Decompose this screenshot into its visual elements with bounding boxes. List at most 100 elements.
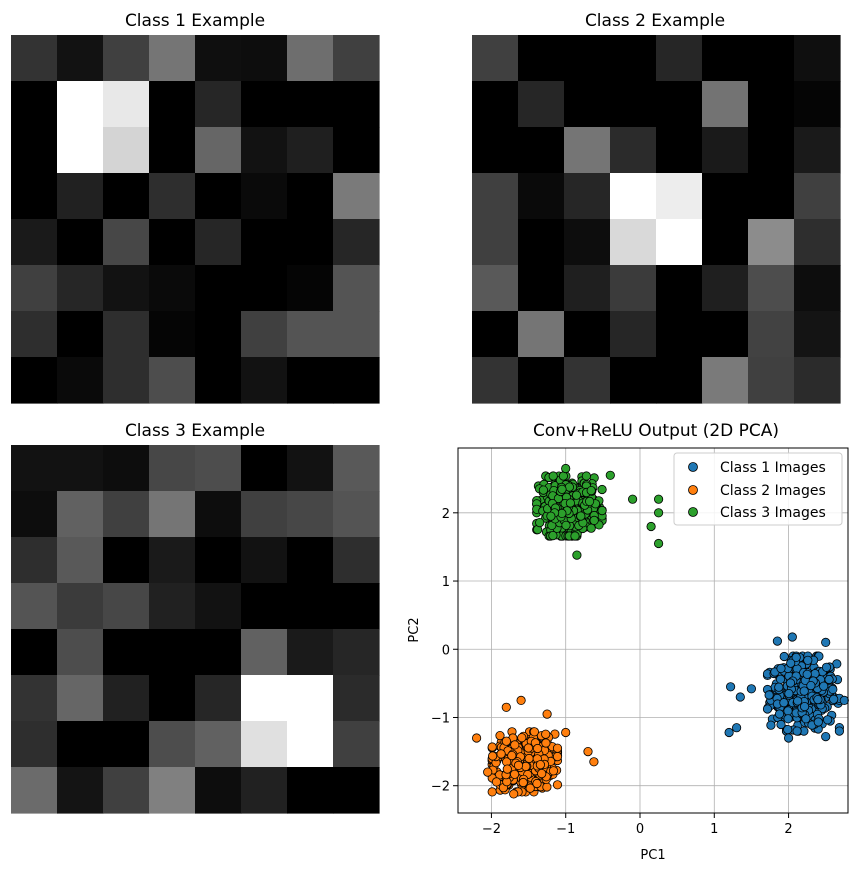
heatmap-1-cell bbox=[11, 81, 58, 128]
heatmap-3-cell bbox=[195, 767, 242, 814]
heatmap-class-1 bbox=[11, 35, 380, 404]
point-series-2 bbox=[529, 727, 540, 737]
heatmap-3-cell bbox=[57, 445, 104, 492]
heatmap-2-cell bbox=[794, 219, 841, 266]
heatmap-1-cell bbox=[57, 265, 104, 312]
heatmap-2-title: Class 2 Example bbox=[585, 11, 725, 31]
point-series-3 bbox=[571, 490, 582, 500]
heatmap-3-cell bbox=[195, 629, 242, 676]
point-series-3 bbox=[605, 470, 615, 480]
y-tick-label: −1 bbox=[431, 711, 450, 726]
point-series-1 bbox=[731, 723, 742, 733]
heatmap-2-cell bbox=[472, 35, 519, 82]
heatmap-2-cell bbox=[748, 311, 795, 358]
point-series-1 bbox=[791, 652, 801, 663]
heatmap-3-cell bbox=[103, 537, 150, 584]
heatmap-2-cell bbox=[794, 35, 841, 82]
point-series-3 bbox=[653, 538, 664, 549]
scatter-title: Conv+ReLU Output (2D PCA) bbox=[533, 421, 779, 441]
point-series-2 bbox=[513, 760, 524, 771]
heatmap-1-cell bbox=[57, 81, 104, 128]
heatmap-2-cell bbox=[610, 311, 657, 358]
plot-frame bbox=[457, 447, 849, 814]
heatmap-2-cell bbox=[794, 127, 841, 174]
point-series-1 bbox=[783, 706, 793, 716]
legend-label-class-1: Class 1 Images bbox=[720, 460, 826, 476]
point-series-2 bbox=[589, 757, 599, 767]
heatmap-2-cell bbox=[564, 357, 611, 404]
point-series-3 bbox=[548, 471, 558, 481]
point-series-1 bbox=[793, 696, 803, 706]
heatmap-3-cell bbox=[333, 445, 380, 492]
heatmap-2-cell bbox=[564, 311, 611, 358]
heatmap-1-cell bbox=[241, 357, 288, 404]
heatmap-1-cell bbox=[333, 219, 380, 266]
heatmap-3-cell bbox=[103, 583, 150, 630]
heatmap-3-cell bbox=[149, 537, 196, 584]
point-series-2 bbox=[487, 751, 498, 761]
heatmap-3-cell bbox=[57, 491, 104, 538]
point-series-1 bbox=[806, 680, 816, 691]
point-series-1 bbox=[725, 682, 736, 692]
point-series-1 bbox=[799, 701, 810, 712]
heatmap-1-cell bbox=[241, 127, 288, 174]
point-series-2 bbox=[541, 729, 551, 739]
heatmap-2-cell bbox=[472, 265, 519, 312]
point-series-2 bbox=[502, 764, 512, 774]
heatmap-3-cell bbox=[287, 675, 334, 722]
heatmap-1-cell bbox=[333, 173, 380, 220]
heatmap-2-cell bbox=[702, 311, 749, 358]
heatmap-1-cell bbox=[11, 265, 58, 312]
heatmap-3-cell bbox=[241, 491, 288, 538]
point-series-1 bbox=[772, 636, 783, 646]
heatmap-3-title: Class 3 Example bbox=[125, 421, 265, 441]
y-axis-label: PC2 bbox=[407, 617, 422, 642]
heatmap-1-cell bbox=[333, 127, 380, 174]
point-series-3 bbox=[546, 511, 556, 521]
point-series-1 bbox=[819, 681, 829, 691]
point-series-1 bbox=[839, 695, 849, 706]
point-series-2 bbox=[507, 750, 517, 761]
point-series-2 bbox=[552, 743, 563, 753]
point-series-2 bbox=[524, 753, 534, 764]
heatmap-3-cell bbox=[103, 675, 150, 722]
point-series-2 bbox=[548, 766, 559, 776]
y-tick-label: −2 bbox=[431, 780, 450, 795]
point-series-1 bbox=[785, 678, 796, 688]
heatmap-3-cell bbox=[241, 767, 288, 814]
point-series-2 bbox=[552, 780, 563, 790]
heatmap-3-cell bbox=[241, 721, 288, 768]
heatmap-3-cell bbox=[11, 721, 58, 768]
point-series-2 bbox=[542, 782, 552, 792]
heatmap-2-cell bbox=[518, 127, 565, 174]
heatmap-2-cell bbox=[518, 35, 565, 82]
heatmap-1-cell bbox=[195, 35, 242, 82]
heatmap-3-cell bbox=[195, 445, 242, 492]
heatmap-1-cell bbox=[333, 265, 380, 312]
heatmap-2-cell bbox=[472, 81, 519, 128]
heatmap-2-cell bbox=[656, 219, 703, 266]
heatmap-2-cell bbox=[564, 219, 611, 266]
x-tick-label: −1 bbox=[556, 822, 575, 837]
x-tick-label: 2 bbox=[784, 822, 792, 837]
heatmap-2-cell bbox=[610, 219, 657, 266]
heatmap-3-cell bbox=[241, 583, 288, 630]
heatmap-2-cell bbox=[564, 127, 611, 174]
heatmap-2-cell bbox=[472, 357, 519, 404]
heatmap-3-cell bbox=[333, 721, 380, 768]
heatmap-3-cell bbox=[149, 721, 196, 768]
point-series-2 bbox=[532, 743, 543, 754]
point-series-3 bbox=[565, 498, 576, 508]
heatmap-1-cell bbox=[103, 127, 150, 174]
heatmap-2-cell bbox=[518, 311, 565, 358]
heatmap-1-cell bbox=[11, 173, 58, 220]
heatmap-2-cell bbox=[656, 311, 703, 358]
heatmap-1-cell bbox=[103, 35, 150, 82]
heatmap-1-cell bbox=[241, 219, 288, 266]
heatmap-2-cell bbox=[748, 219, 795, 266]
point-series-1 bbox=[802, 669, 812, 679]
heatmap-3-cell bbox=[11, 583, 58, 630]
point-series-1 bbox=[783, 733, 794, 743]
point-series-1 bbox=[813, 717, 823, 727]
heatmap-2-cell bbox=[702, 265, 749, 312]
